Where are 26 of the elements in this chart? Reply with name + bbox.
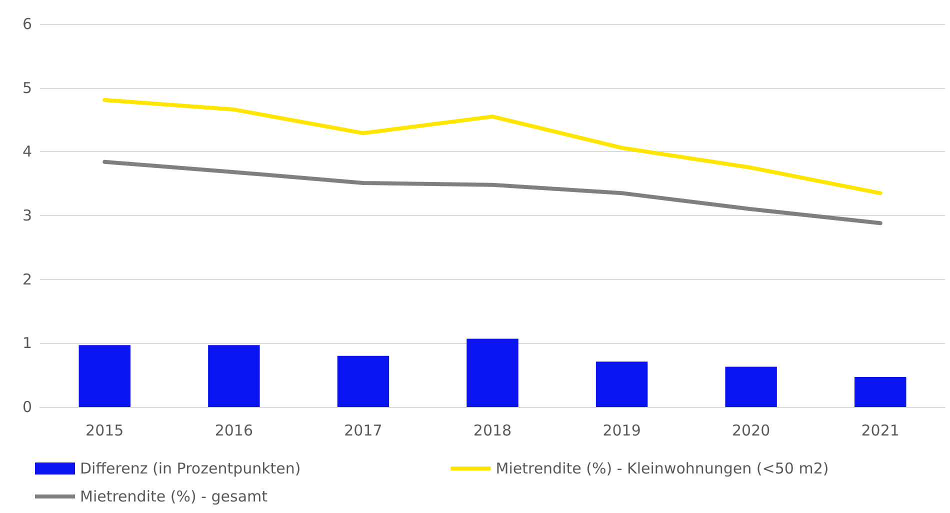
x-tick-label: 2017 [344, 422, 382, 440]
bar [208, 345, 260, 407]
y-tick-label: 5 [22, 78, 32, 97]
y-tick-label: 0 [22, 398, 32, 416]
bar [596, 362, 648, 407]
y-tick-label: 2 [22, 270, 32, 288]
line-series [102, 160, 882, 226]
x-tick-label: 2018 [473, 422, 512, 440]
legend-label: Differenz (in Prozentpunkten) [80, 460, 301, 478]
y-tick-label: 1 [22, 334, 32, 352]
x-tick-label: 2016 [214, 422, 254, 440]
line-series [102, 98, 882, 196]
y-tick-label: 6 [22, 15, 32, 33]
legend-label: Mietrendite (%) - Kleinwohnungen (<50 m2) [496, 460, 829, 478]
x-tick-label: 2019 [602, 422, 641, 440]
y-tick-label: 3 [22, 206, 32, 224]
x-tick-label: 2015 [86, 422, 124, 440]
bar [854, 377, 906, 407]
bar [78, 345, 130, 407]
bar [337, 356, 390, 407]
x-tick-label: 2021 [861, 422, 900, 440]
y-tick-label: 4 [22, 142, 32, 161]
bar [725, 366, 777, 407]
bar [466, 338, 518, 407]
x-tick-label: 2020 [732, 422, 770, 440]
legend-label: Mietrendite (%) - gesamt [80, 488, 268, 506]
